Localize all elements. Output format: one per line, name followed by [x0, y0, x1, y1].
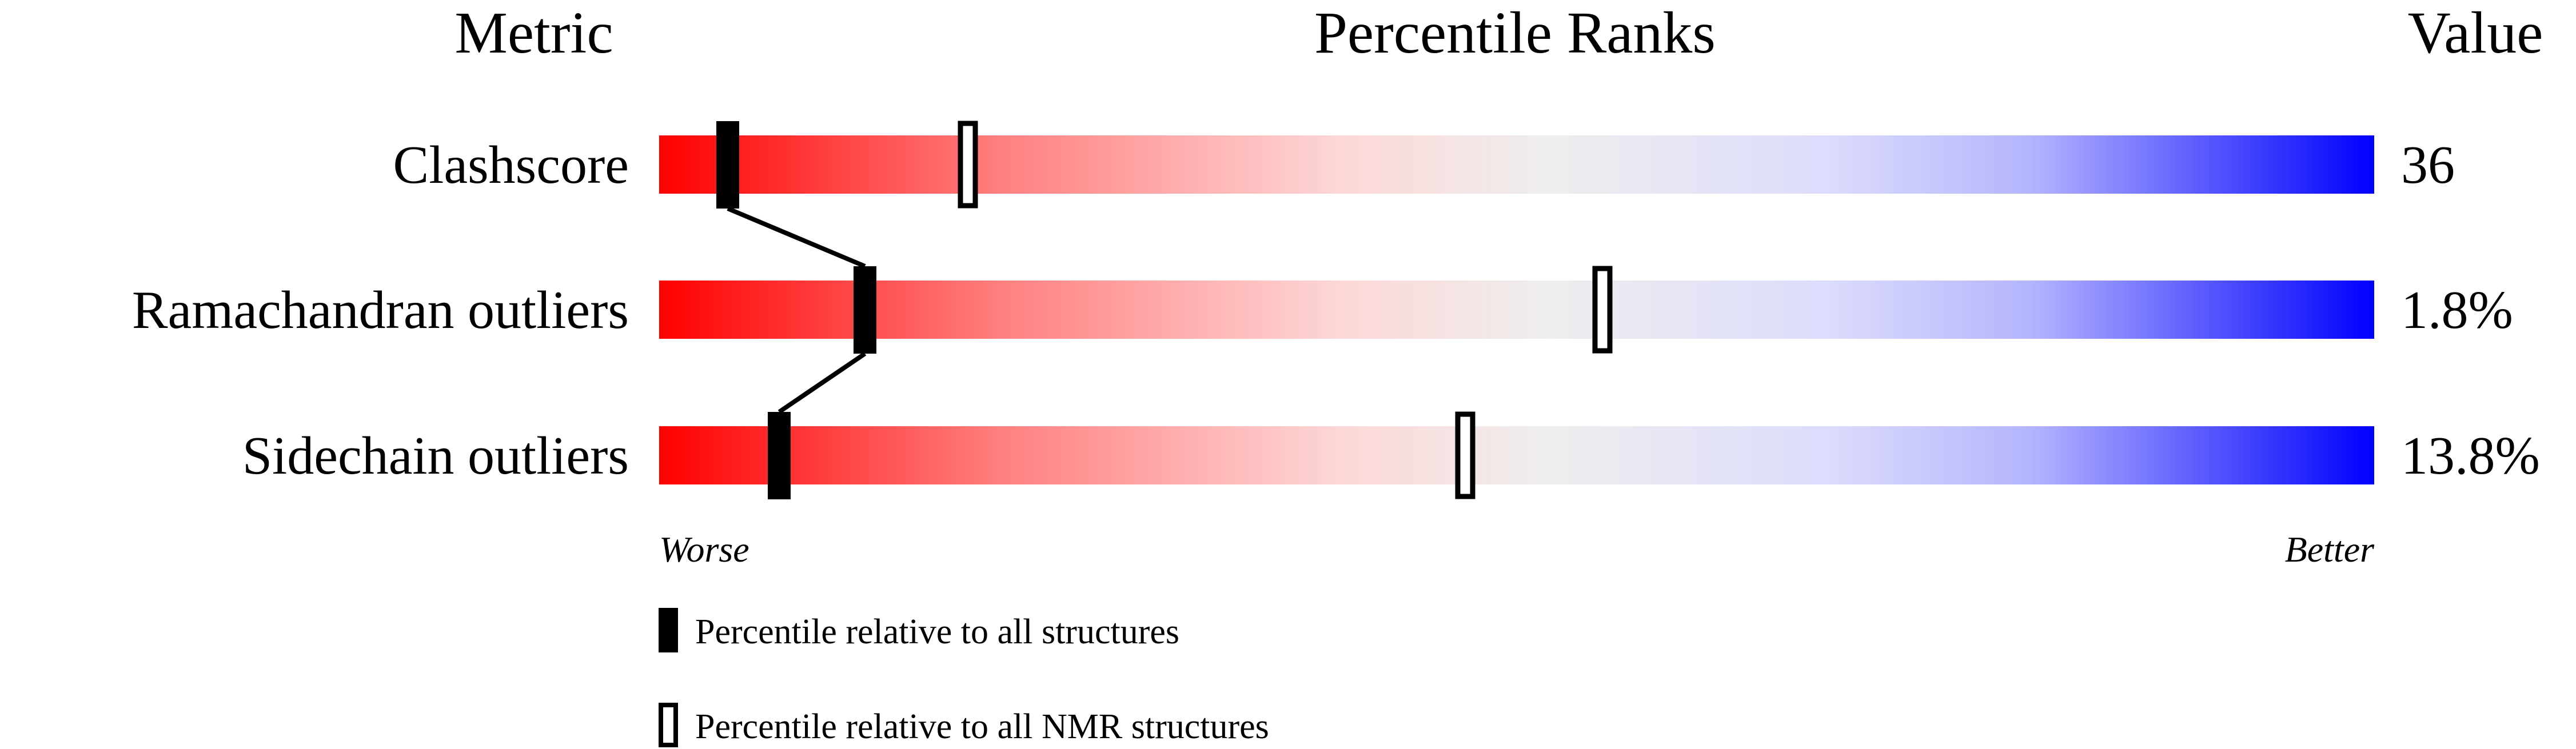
- header-value: Value: [2408, 0, 2543, 66]
- axis-worse-label: Worse: [659, 529, 749, 570]
- all-percentile-marker: [768, 412, 791, 499]
- percentile-bar: [659, 135, 2374, 194]
- metric-value: 1.8%: [2401, 281, 2513, 340]
- header-metric: Metric: [454, 0, 613, 66]
- all-percentile-marker: [716, 121, 739, 209]
- legend-label-all: Percentile relative to all structures: [695, 612, 1179, 651]
- percentile-bar: [659, 281, 2374, 339]
- metric-value: 36: [2401, 135, 2455, 195]
- metric-label: Sidechain outliers: [242, 426, 629, 486]
- metric-value: 13.8%: [2401, 426, 2540, 486]
- nmr-percentile-marker: [1455, 411, 1476, 499]
- legend-label-nmr: Percentile relative to all NMR structure…: [695, 707, 1269, 746]
- percentile-bar: [659, 426, 2374, 484]
- all-percentile-marker: [854, 266, 876, 354]
- metric-label: Ramachandran outliers: [132, 281, 629, 340]
- header-percentile-ranks: Percentile Ranks: [1314, 0, 1716, 66]
- axis-better-label: Better: [2285, 529, 2375, 570]
- nmr-percentile-marker: [1592, 266, 1613, 354]
- legend-open-marker: [659, 703, 678, 747]
- legend-filled-marker: [659, 608, 678, 652]
- metric-label: Clashscore: [393, 135, 629, 195]
- nmr-percentile-marker: [958, 121, 978, 209]
- connector-line: [727, 206, 866, 269]
- connector-line: [777, 351, 867, 414]
